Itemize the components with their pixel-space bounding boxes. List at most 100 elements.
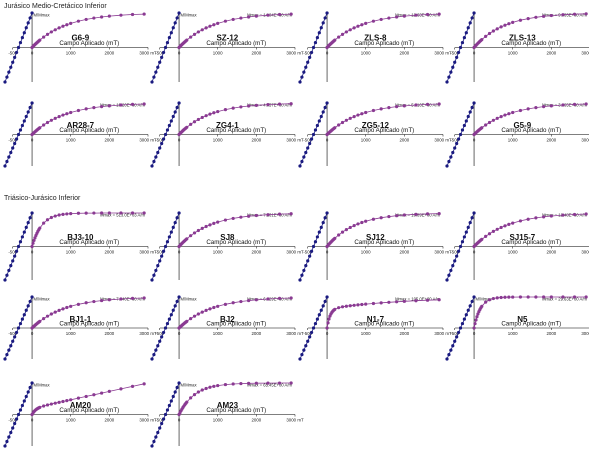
irm-point — [495, 116, 499, 120]
backfield-point — [165, 321, 170, 326]
backfield-point — [309, 50, 314, 55]
backfield-point — [169, 313, 173, 317]
backfield-point — [152, 439, 156, 444]
section-title-triassic-jurassic: Triásico-Jurásico Inferior — [4, 195, 81, 202]
backfield-point — [456, 50, 461, 55]
irm-point — [69, 212, 73, 216]
backfield-point — [319, 308, 323, 312]
irm-point — [216, 21, 220, 25]
x-axis-label: Campo Aplicado (mT) — [59, 239, 119, 246]
irm-point — [542, 295, 546, 299]
irm-point — [208, 385, 212, 389]
irm-point — [61, 24, 65, 28]
backfield-point — [460, 240, 465, 244]
irm-point — [337, 233, 341, 237]
backfield-point — [154, 268, 158, 273]
backfield-point — [315, 235, 319, 239]
irm-point — [204, 224, 208, 229]
irm-point — [247, 214, 251, 218]
irm-point — [474, 318, 478, 322]
backfield-point — [304, 65, 308, 69]
irm-point — [32, 238, 36, 243]
backfield-point — [158, 259, 162, 263]
irm-point — [475, 315, 479, 319]
x-axis-label: Campo Aplicado (mT) — [354, 239, 414, 246]
x-tick-label: 0 — [473, 51, 476, 56]
irm-point — [348, 304, 352, 308]
mmax-label: Mmax = 105.0E+00 A/m — [395, 297, 440, 302]
irm-point — [572, 295, 577, 299]
backfield-point — [472, 295, 476, 299]
irm-point — [53, 214, 57, 218]
irm-point — [107, 211, 111, 215]
sample-name: BJ2 — [220, 315, 235, 324]
irm-point — [254, 298, 258, 302]
backfield-point — [14, 330, 19, 335]
x-axis-label: Campo Aplicado (mT) — [206, 127, 266, 134]
irm-point — [45, 32, 50, 36]
irm-point — [480, 237, 484, 241]
backfield-point — [7, 155, 11, 159]
backfield-point — [165, 128, 170, 132]
irm-point — [49, 30, 53, 34]
irm-point — [402, 213, 406, 217]
irm-point — [360, 302, 364, 307]
x-tick-label: 2000 — [251, 250, 261, 255]
ipm-panel-n5: -500 0 1000 2000 3000 mT M/Mmax Mmax = 29.63E+… — [445, 295, 589, 361]
x-tick-label: 1000 — [361, 331, 371, 336]
irm-point — [425, 298, 430, 302]
irm-point — [348, 28, 352, 32]
irm-point — [119, 297, 123, 301]
irm-point — [254, 381, 258, 385]
backfield-point — [472, 211, 476, 215]
irm-point — [277, 212, 282, 216]
x-tick-label: -500 — [450, 51, 459, 56]
backfield-point — [315, 36, 319, 40]
irm-point — [185, 38, 189, 42]
backfield-point — [3, 444, 7, 448]
backfield-point — [20, 403, 24, 408]
x-tick-label: -500 — [303, 250, 312, 255]
backfield-point — [150, 278, 154, 282]
irm-point — [425, 12, 430, 17]
backfield-point — [14, 417, 19, 421]
backfield-point — [313, 321, 318, 326]
irm-point — [204, 386, 208, 391]
irm-point — [142, 102, 146, 106]
irm-point — [542, 14, 546, 18]
backfield-point — [14, 249, 19, 253]
irm-point — [84, 301, 88, 305]
irm-point — [142, 211, 146, 215]
irm-point — [216, 220, 220, 224]
x-tick-label: 2000 — [104, 51, 114, 56]
irm-point — [337, 123, 341, 127]
backfield-point — [24, 114, 28, 119]
backfield-point — [455, 55, 459, 59]
backfield-point — [9, 344, 13, 348]
x-axis-label: Campo Aplicado (mT) — [354, 40, 414, 47]
backfield-point — [458, 244, 463, 249]
backfield-point — [154, 70, 158, 74]
backfield-point — [154, 348, 158, 352]
backfield-point — [451, 150, 455, 155]
backfield-point — [460, 128, 465, 132]
irm-point — [76, 396, 81, 400]
irm-point — [325, 326, 329, 330]
x-tick-label: 0 — [31, 418, 34, 423]
y-axis-label: M/Mmax — [181, 297, 198, 302]
irm-point — [326, 321, 330, 325]
irm-point — [247, 15, 251, 19]
irm-point — [277, 12, 282, 17]
x-tick-label: 0 — [178, 51, 181, 56]
x-axis-label: Campo Aplicado (mT) — [206, 407, 266, 414]
backfield-point — [5, 273, 9, 277]
backfield-point — [22, 399, 26, 403]
x-tick-label: -500 — [303, 138, 312, 143]
irm-point — [130, 12, 135, 17]
x-tick-label: 1000 — [66, 51, 76, 56]
x-tick-label: 0 — [178, 418, 181, 423]
irm-point — [239, 299, 243, 304]
backfield-point — [28, 16, 32, 20]
